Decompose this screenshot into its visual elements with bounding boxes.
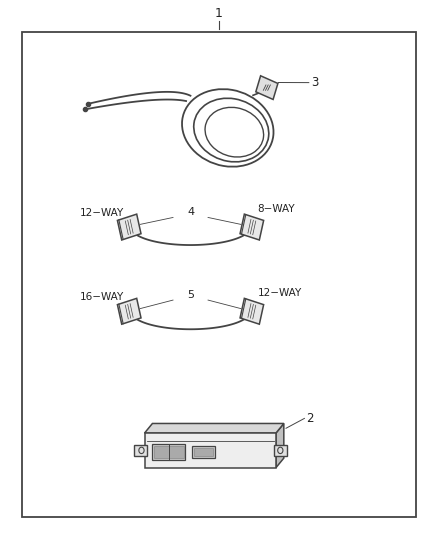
- Bar: [145, 433, 276, 468]
- Text: 16−WAY: 16−WAY: [80, 292, 124, 302]
- Text: 1: 1: [215, 7, 223, 20]
- Polygon shape: [117, 298, 141, 324]
- Polygon shape: [240, 214, 264, 240]
- Ellipse shape: [194, 98, 269, 162]
- Text: 8−WAY: 8−WAY: [258, 204, 295, 214]
- Polygon shape: [145, 423, 284, 433]
- Text: 12−WAY: 12−WAY: [258, 288, 302, 298]
- Polygon shape: [240, 298, 264, 324]
- Polygon shape: [117, 214, 141, 240]
- Bar: [274, 445, 287, 456]
- Text: 5: 5: [187, 290, 194, 300]
- Ellipse shape: [205, 107, 264, 157]
- Bar: [134, 445, 147, 456]
- Bar: [154, 446, 184, 458]
- Bar: [192, 446, 215, 458]
- Text: 3: 3: [311, 76, 318, 89]
- Text: 2: 2: [307, 412, 314, 425]
- Ellipse shape: [182, 89, 273, 167]
- Bar: [194, 448, 213, 456]
- Polygon shape: [276, 423, 284, 468]
- Text: 4: 4: [187, 207, 194, 217]
- Text: 12−WAY: 12−WAY: [80, 208, 124, 218]
- Bar: [152, 444, 185, 460]
- Polygon shape: [256, 76, 278, 100]
